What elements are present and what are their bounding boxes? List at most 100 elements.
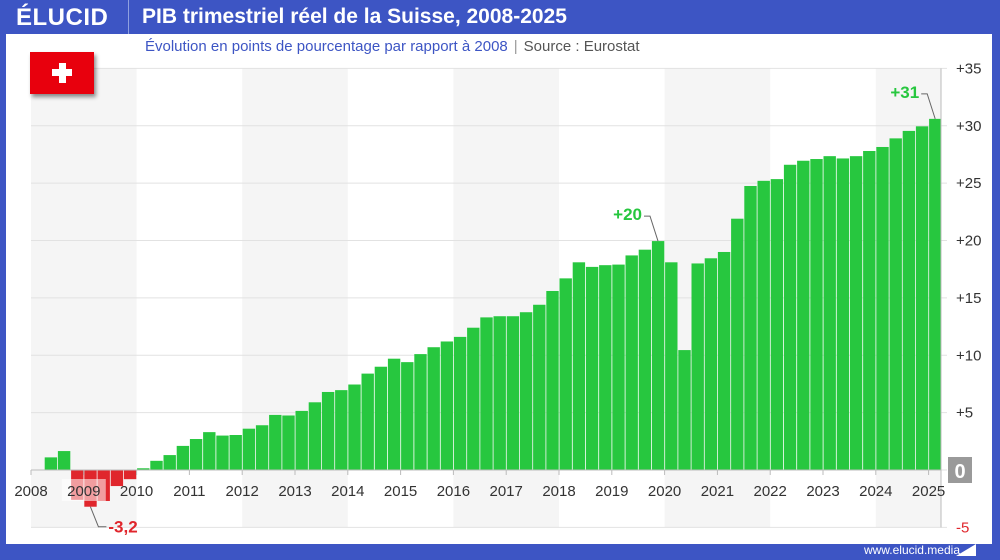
annotation-label: +20 (613, 205, 642, 224)
y-tick-label: +35 (956, 60, 981, 77)
x-tick-label: 2022 (754, 483, 787, 500)
zero-label-box (948, 457, 972, 483)
x-tick-label: 2023 (806, 483, 839, 500)
bar (374, 366, 388, 470)
bar (414, 354, 427, 470)
label-backdrop (61, 479, 106, 501)
annotations: -3,2 +20 +31 (89, 83, 936, 537)
x-tick-label: 2024 (859, 483, 892, 500)
x-tick-label: 2025 (912, 483, 945, 500)
x-tick-label: 2010 (120, 483, 153, 500)
bar (625, 255, 638, 470)
bar (361, 373, 374, 470)
bar (704, 258, 718, 470)
header: ÉLUCID PIB trimestriel réel de la Suisse… (0, 0, 1000, 34)
axes: -5 0 +5 +10 +15 +20 +25 +30 +35 2008 2009 2010 2011 2… (14, 60, 981, 536)
annotation-label: -3,2 (108, 518, 137, 537)
source-text: Source : Eurostat (523, 38, 640, 55)
bar (599, 265, 612, 470)
bar (810, 159, 823, 470)
subtitle: Évolution en points de pourcentage par r… (145, 38, 640, 55)
bar (308, 402, 322, 470)
bar (348, 384, 361, 470)
y-tick-label: +25 (956, 175, 981, 192)
page-title: PIB trimestriel réel de la Suisse, 2008-… (142, 5, 567, 28)
switzerland-flag-icon (30, 52, 94, 94)
y-tick-label: +30 (956, 118, 981, 135)
bar (427, 347, 440, 470)
bar (203, 432, 216, 470)
annotation-leader (89, 506, 107, 528)
subtitle-text: Évolution en points de pourcentage par r… (145, 38, 508, 55)
bar (295, 410, 308, 470)
bar (401, 362, 414, 470)
bar (585, 266, 599, 470)
bar (836, 158, 850, 471)
bar (150, 460, 163, 470)
x-tick-label: 2014 (331, 483, 364, 500)
bar (915, 126, 929, 470)
y-tick-label: +15 (956, 290, 981, 307)
bar (770, 179, 784, 470)
x-tick-label: 2016 (437, 483, 470, 500)
bar (849, 156, 863, 470)
bar (229, 435, 242, 470)
header-divider (128, 0, 129, 34)
footer-url[interactable]: www.elucid.media (863, 543, 960, 557)
bar (57, 451, 71, 470)
x-tick-label: 2015 (384, 483, 417, 500)
x-tick-label: 2018 (542, 483, 575, 500)
bar (638, 249, 652, 470)
bar (559, 278, 572, 470)
bar (335, 390, 348, 470)
bar (572, 262, 586, 470)
logo: ÉLUCID (16, 4, 109, 31)
x-tick-label: 2008 (14, 483, 47, 500)
bar (665, 262, 678, 470)
bar (467, 327, 480, 470)
bar (717, 251, 731, 470)
annotation-leader (644, 215, 659, 242)
bar (123, 470, 137, 480)
bar (440, 341, 454, 470)
bar (744, 185, 757, 470)
bar (242, 428, 256, 470)
y-tick-label: +20 (956, 233, 981, 250)
bar (783, 164, 797, 470)
bar (546, 290, 559, 470)
bar (453, 336, 467, 470)
annotation-leader (921, 93, 936, 120)
bar (889, 138, 902, 470)
x-tick-label: 2012 (226, 483, 259, 500)
bar (691, 263, 704, 470)
bar (163, 455, 176, 470)
x-tick-label: 2021 (701, 483, 734, 500)
logo-mark-icon (956, 544, 976, 556)
bar (731, 218, 744, 470)
y-tick-label: +10 (956, 347, 981, 364)
bar (176, 445, 190, 470)
bar (678, 350, 691, 470)
bar (216, 435, 229, 470)
bar (519, 312, 533, 470)
bar (506, 316, 520, 470)
bar (137, 468, 150, 470)
x-tick-label: 2011 (173, 483, 205, 500)
bar (929, 118, 942, 471)
bar (189, 439, 203, 470)
x-tick-label: 2020 (648, 483, 681, 500)
x-tick-label: 2017 (490, 483, 523, 500)
bar (863, 150, 876, 470)
bar (876, 146, 889, 470)
subtitle-separator: | (513, 38, 518, 55)
bar (255, 425, 269, 470)
bar (387, 358, 401, 470)
bar (612, 264, 625, 470)
bar (797, 160, 810, 470)
annotation-label: +31 (890, 83, 919, 102)
bar (493, 316, 506, 470)
bar (533, 304, 546, 470)
bar (757, 180, 770, 470)
bar (110, 470, 124, 487)
bar (480, 317, 493, 470)
